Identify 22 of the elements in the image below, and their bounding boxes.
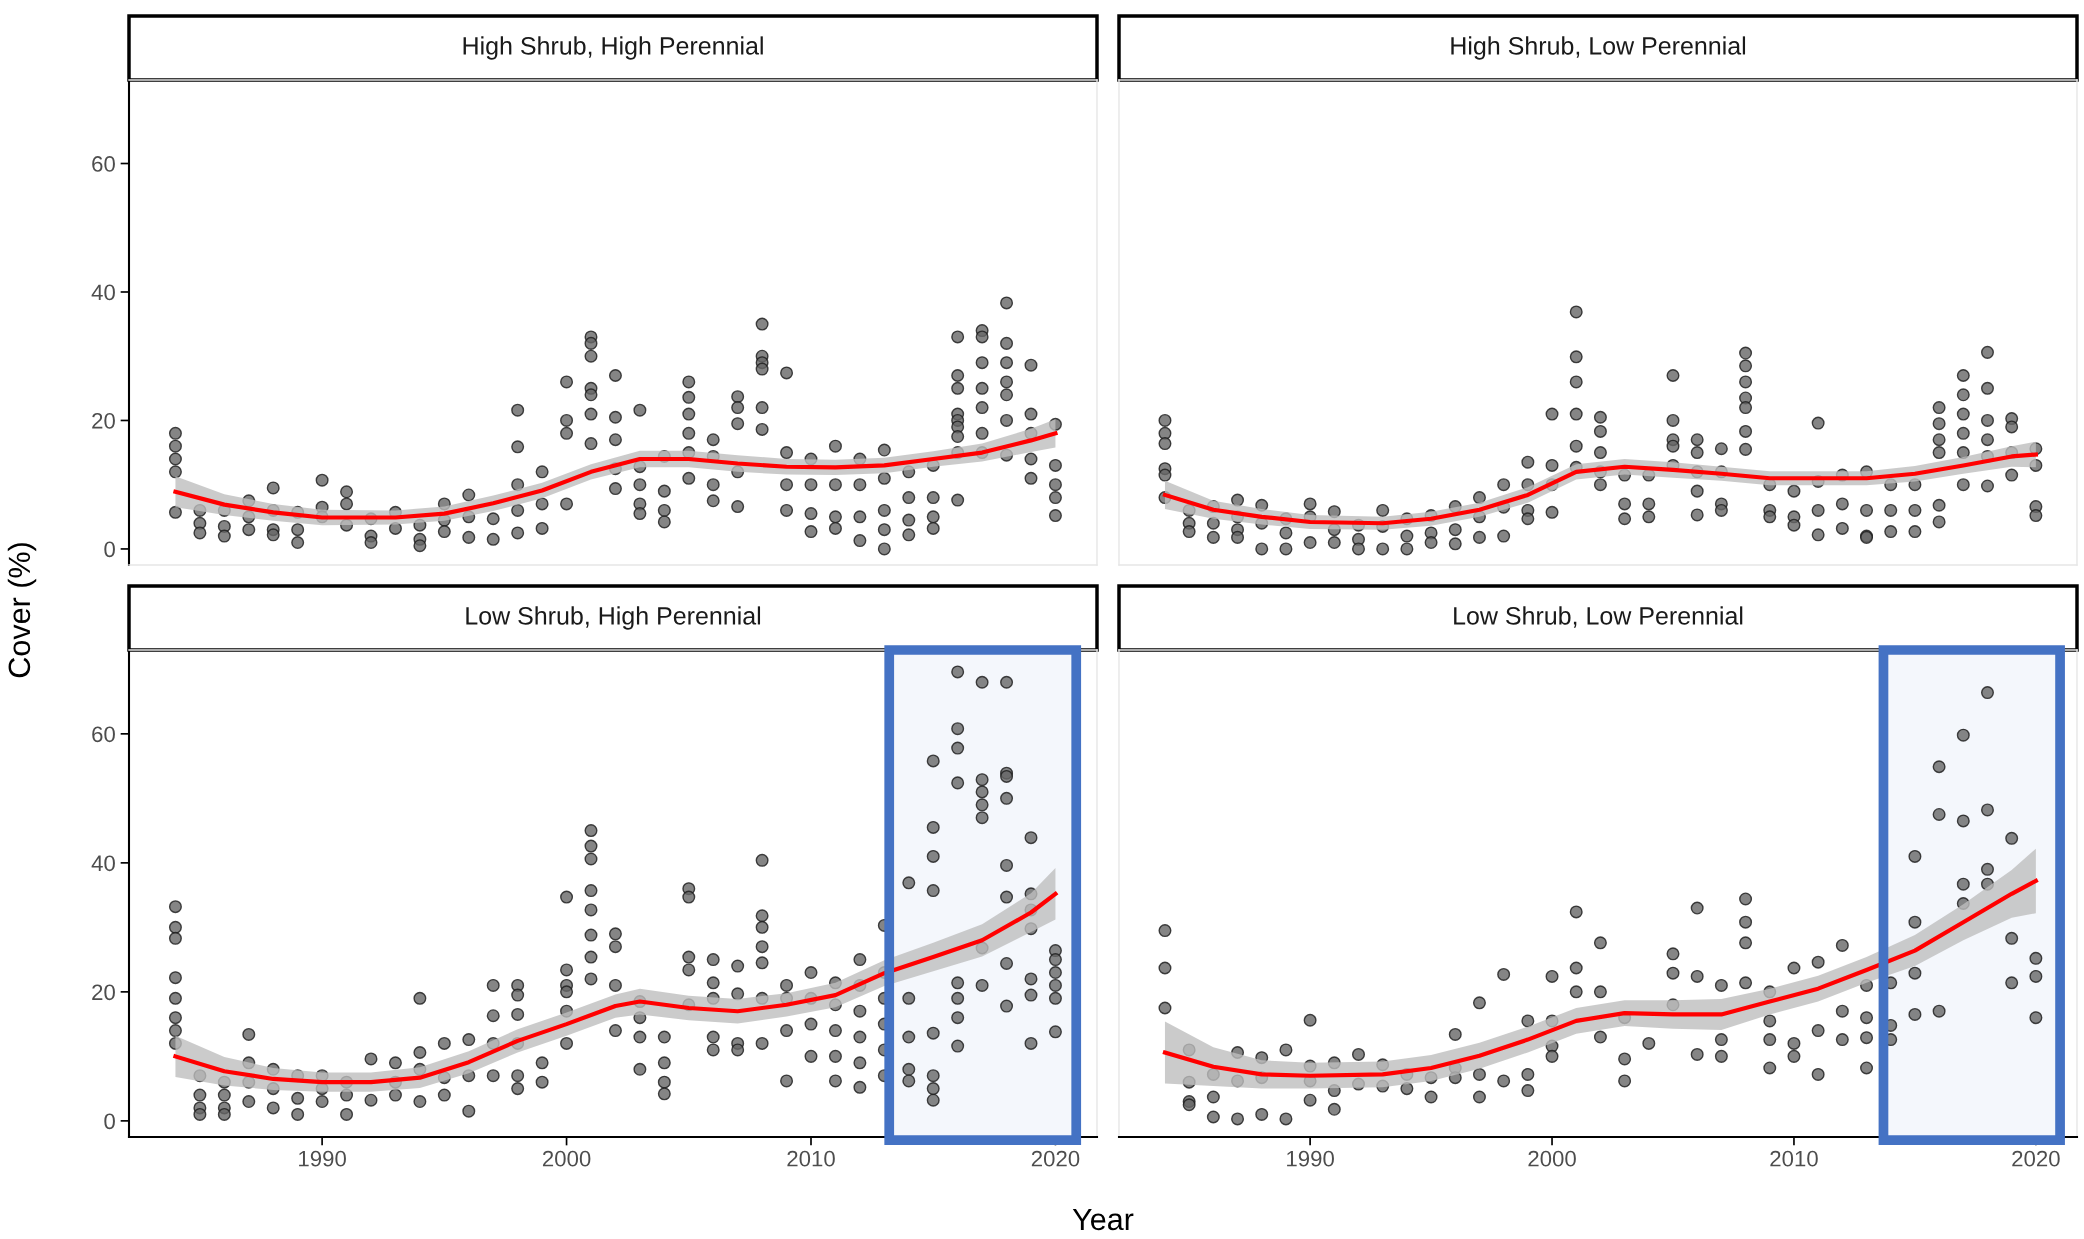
x-tick-label: 2000 bbox=[542, 1150, 591, 1167]
y-tick-label: 60 bbox=[92, 156, 115, 172]
y-tick-label: 20 bbox=[92, 413, 115, 429]
y-tick-label: 60 bbox=[92, 726, 115, 743]
y-tick-label: 0 bbox=[104, 1113, 115, 1130]
chart-title: Low Shrub, Low Perennial bbox=[1454, 606, 1743, 628]
x-tick-label: 2000 bbox=[1528, 1150, 1576, 1167]
y-tick-label: 40 bbox=[91, 855, 115, 872]
y-tick-label: 0 bbox=[104, 541, 115, 558]
x-tick-label: 2020 bbox=[1031, 1150, 1080, 1167]
x-tick-label: 2010 bbox=[787, 1150, 835, 1167]
x-tick-label: 1990 bbox=[1287, 1150, 1334, 1167]
y-axis-title: Cover (%) bbox=[7, 543, 37, 678]
x-tick-label: 1990 bbox=[299, 1150, 346, 1167]
chart-title: Low Shrub, High Perennial bbox=[466, 606, 761, 630]
x-tick-label: 2010 bbox=[1770, 1150, 1818, 1167]
y-tick-label: 20 bbox=[92, 984, 115, 1001]
chart-title: High Shrub, Low Perennial bbox=[1451, 36, 1746, 60]
x-axis-title: Year bbox=[1072, 1208, 1134, 1231]
chart-title: High Shrub, High Perennial bbox=[463, 36, 763, 60]
x-tick-label: 2020 bbox=[2012, 1150, 2060, 1167]
y-tick-label: 40 bbox=[91, 284, 115, 301]
